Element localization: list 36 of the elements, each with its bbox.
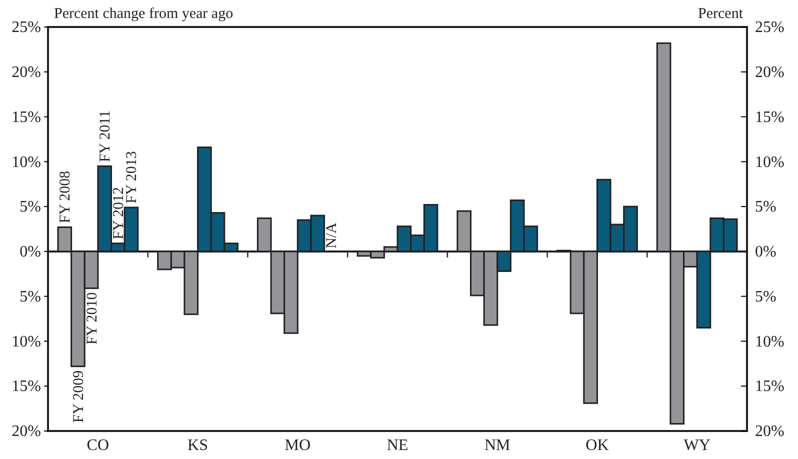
x-tick-label: WY [684, 437, 711, 454]
text: FY 2012 [110, 186, 127, 240]
y-tick-label: 10% [12, 154, 41, 171]
y-tick-label: 15% [12, 378, 41, 396]
text: FY 2013 [124, 151, 140, 204]
y2-tick-label: 10% [755, 154, 784, 171]
y2-tick-label: 15% [755, 378, 784, 396]
y2-tick-label: 10% [755, 333, 784, 350]
y2-tick-label: 25% [755, 19, 784, 36]
y-tick-label: 20% [12, 423, 41, 440]
y2-tick-label: 20% [755, 64, 784, 82]
y-tick-label: 25% [12, 19, 41, 36]
y-tick-label: 5% [20, 198, 41, 216]
x-tick-label: NM [484, 437, 510, 454]
x-tick-label: MO [284, 437, 311, 454]
annotation: N/A [324, 222, 340, 248]
y-axis-title: Percent change from year ago [54, 6, 234, 22]
y2-tick-label: 15% [755, 108, 784, 126]
text: FY 2008 [58, 170, 74, 224]
y2-tick-label: 20% [755, 423, 784, 440]
y2-tick-label: 5% [755, 198, 776, 216]
y2-axis-title: Percent [698, 6, 744, 22]
text: FY 2010 [84, 292, 100, 345]
x-tick-label: KS [188, 437, 208, 454]
x-tick-label: NE [386, 437, 408, 454]
text: FY 2009 [70, 370, 87, 423]
y-tick-label: 15% [12, 108, 41, 126]
y2-tick-label: 0% [755, 244, 776, 261]
x-tick-label: OK [586, 437, 610, 454]
text: FY 2011 [98, 110, 114, 162]
y-tick-label: 0% [20, 244, 41, 261]
y2-tick-label: 5% [755, 288, 776, 306]
x-tick-label: CO [86, 437, 110, 454]
y-tick-label: 10% [12, 333, 41, 350]
y-tick-label: 5% [20, 288, 41, 306]
y-tick-label: 20% [12, 64, 41, 82]
